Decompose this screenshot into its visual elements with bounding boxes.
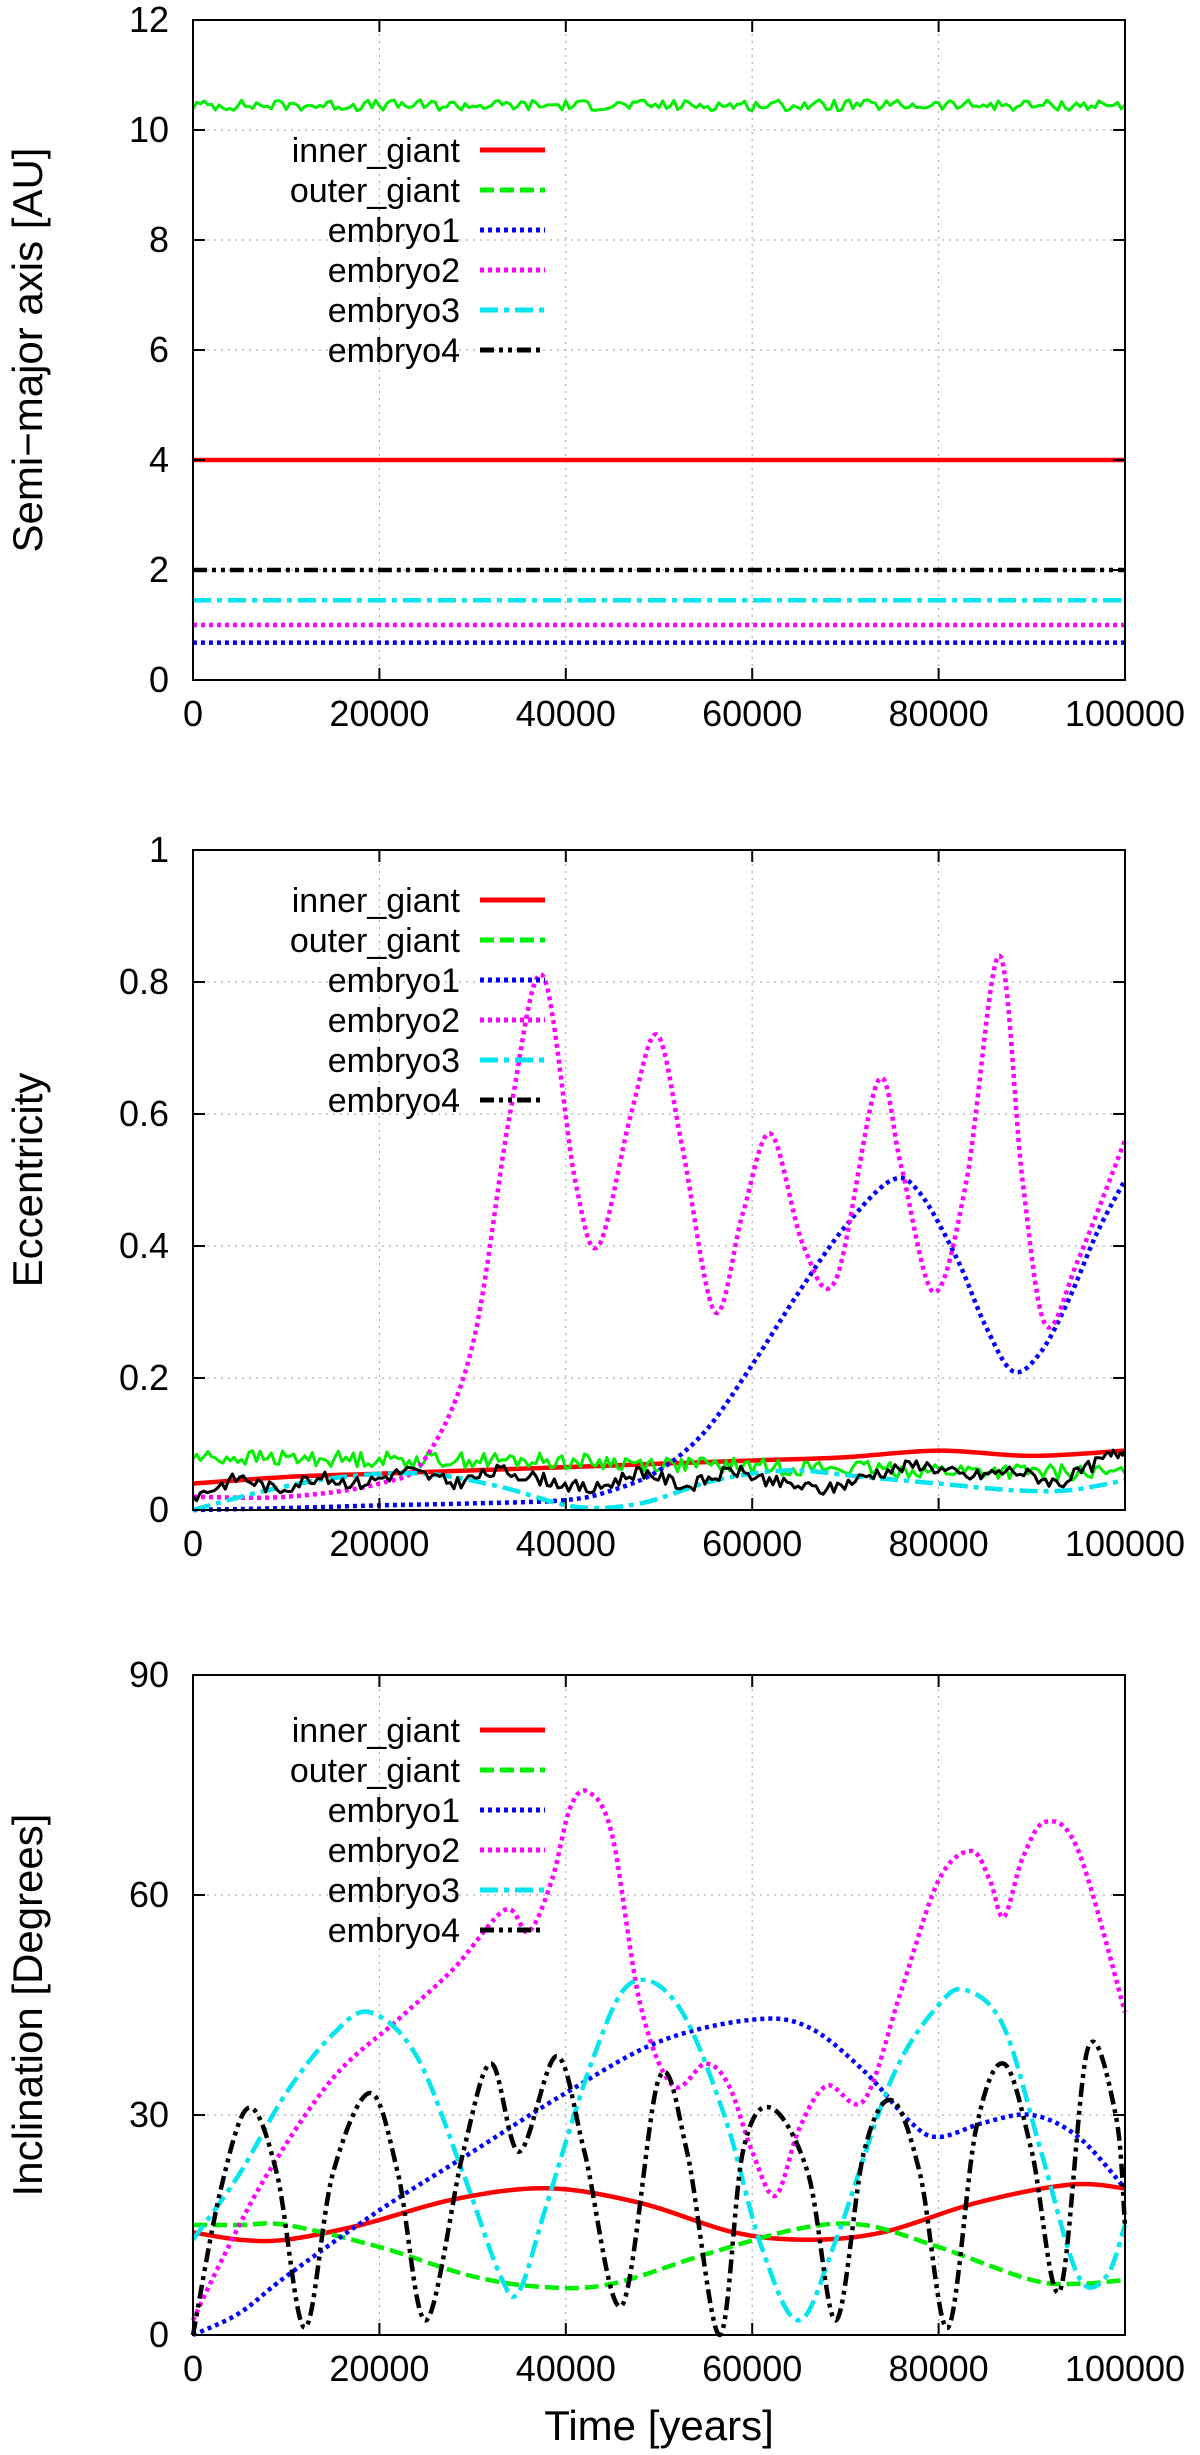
legend: inner_giantouter_giantembryo1embryo2embr… xyxy=(290,1712,545,1950)
x-tick-label: 100000 xyxy=(1065,693,1185,734)
x-tick-label: 0 xyxy=(183,2348,203,2389)
series-line-embryo2 xyxy=(190,1788,1128,2322)
series-line-inner_giant xyxy=(192,1448,1126,1486)
x-axis-label: Time [years] xyxy=(544,2402,773,2449)
y-tick-label: 0.6 xyxy=(119,1093,169,1134)
y-tick-label: 0 xyxy=(149,1489,169,1530)
legend-label: inner_giant xyxy=(292,882,461,920)
x-tick-label: 40000 xyxy=(516,693,616,734)
x-tick-label: 60000 xyxy=(702,2348,802,2389)
legend-label: embryo2 xyxy=(328,252,460,290)
x-tick-label: 80000 xyxy=(889,2348,989,2389)
y-axis-label: Semi−major axis [AU] xyxy=(4,148,51,553)
y-axis-label: Inclination [Degrees] xyxy=(4,1814,51,2197)
x-tick-label: 20000 xyxy=(329,1523,429,1564)
y-tick-label: 30 xyxy=(129,2094,169,2135)
legend-label: embryo3 xyxy=(328,292,460,330)
y-tick-label: 0 xyxy=(149,2314,169,2355)
x-tick-label: 0 xyxy=(183,1523,203,1564)
legend-label: embryo4 xyxy=(328,332,460,370)
plot-frame xyxy=(192,849,1126,1511)
legend-label: embryo2 xyxy=(328,1832,460,1870)
y-tick-label: 60 xyxy=(129,1874,169,1915)
y-tick-label: 1 xyxy=(149,829,169,870)
chart-panel-2: 0 20000 40000 60000 80000 100000 0 0.2 0.4 0.6 0.8… xyxy=(4,829,1185,1564)
legend-label: embryo3 xyxy=(328,1872,460,1910)
legend-label: outer_giant xyxy=(290,922,461,960)
legend: inner_giantouter_giantembryo1embryo2embr… xyxy=(290,882,545,1120)
series-line-embryo4 xyxy=(191,1448,1127,1503)
x-tick-label: 60000 xyxy=(702,1523,802,1564)
x-tick-label: 0 xyxy=(183,693,203,734)
x-tick-label: 80000 xyxy=(889,693,989,734)
legend-label: embryo1 xyxy=(328,212,460,250)
y-tick-label: 12 xyxy=(129,0,169,40)
series-line-embryo3 xyxy=(191,1977,1128,2323)
x-tick-label: 20000 xyxy=(329,2348,429,2389)
series-line-inner_giant xyxy=(192,2181,1126,2244)
legend-label: outer_giant xyxy=(290,1752,461,1790)
legend-label: embryo1 xyxy=(328,1792,460,1830)
y-tick-label: 6 xyxy=(149,329,169,370)
x-tick-label: 100000 xyxy=(1065,1523,1185,1564)
series-line-outer_giant xyxy=(191,98,1127,113)
chart-panel-1: 0 20000 40000 60000 80000 100000 0 2 4 6 8 10 12 Semi… xyxy=(4,0,1185,734)
x-tick-label: 100000 xyxy=(1065,2348,1185,2389)
legend-label: embryo1 xyxy=(328,962,460,1000)
y-tick-label: 0.8 xyxy=(119,961,169,1002)
y-tick-label: 4 xyxy=(149,439,169,480)
series-line-outer_giant xyxy=(193,2221,1126,2291)
x-tick-label: 40000 xyxy=(516,2348,616,2389)
legend-label: embryo3 xyxy=(328,1042,460,1080)
legend: inner_giantouter_giantembryo1embryo2embr… xyxy=(290,132,545,370)
legend-label: outer_giant xyxy=(290,172,461,210)
y-tick-label: 8 xyxy=(149,219,169,260)
series-line-embryo1 xyxy=(192,2016,1127,2338)
legend-label: inner_giant xyxy=(292,132,461,170)
y-tick-label: 2 xyxy=(149,549,169,590)
legend-label: inner_giant xyxy=(292,1712,461,1750)
y-tick-label: 10 xyxy=(129,109,169,150)
x-tick-label: 80000 xyxy=(889,1523,989,1564)
series-line-outer_giant xyxy=(191,1449,1127,1482)
x-tick-label: 20000 xyxy=(329,693,429,734)
legend-label: embryo2 xyxy=(328,1002,460,1040)
legend-label: embryo4 xyxy=(328,1912,460,1950)
y-axis-label: Eccentricity xyxy=(4,1073,51,1288)
y-tick-label: 0 xyxy=(149,659,169,700)
x-tick-label: 60000 xyxy=(702,693,802,734)
legend-label: embryo4 xyxy=(328,1082,460,1120)
y-tick-label: 0.2 xyxy=(119,1357,169,1398)
series-line-embryo3 xyxy=(192,1468,1126,1513)
y-tick-label: 90 xyxy=(129,1654,169,1695)
series-line-embryo1 xyxy=(192,1175,1127,1513)
plot-frame xyxy=(192,1674,1126,2336)
chart-panel-3: 0 20000 40000 60000 80000 100000 0 30 60 90 Inclin… xyxy=(4,1654,1185,2449)
y-tick-label: 0.4 xyxy=(119,1225,169,1266)
series-line-embryo4 xyxy=(190,2039,1128,2338)
x-tick-label: 40000 xyxy=(516,1523,616,1564)
